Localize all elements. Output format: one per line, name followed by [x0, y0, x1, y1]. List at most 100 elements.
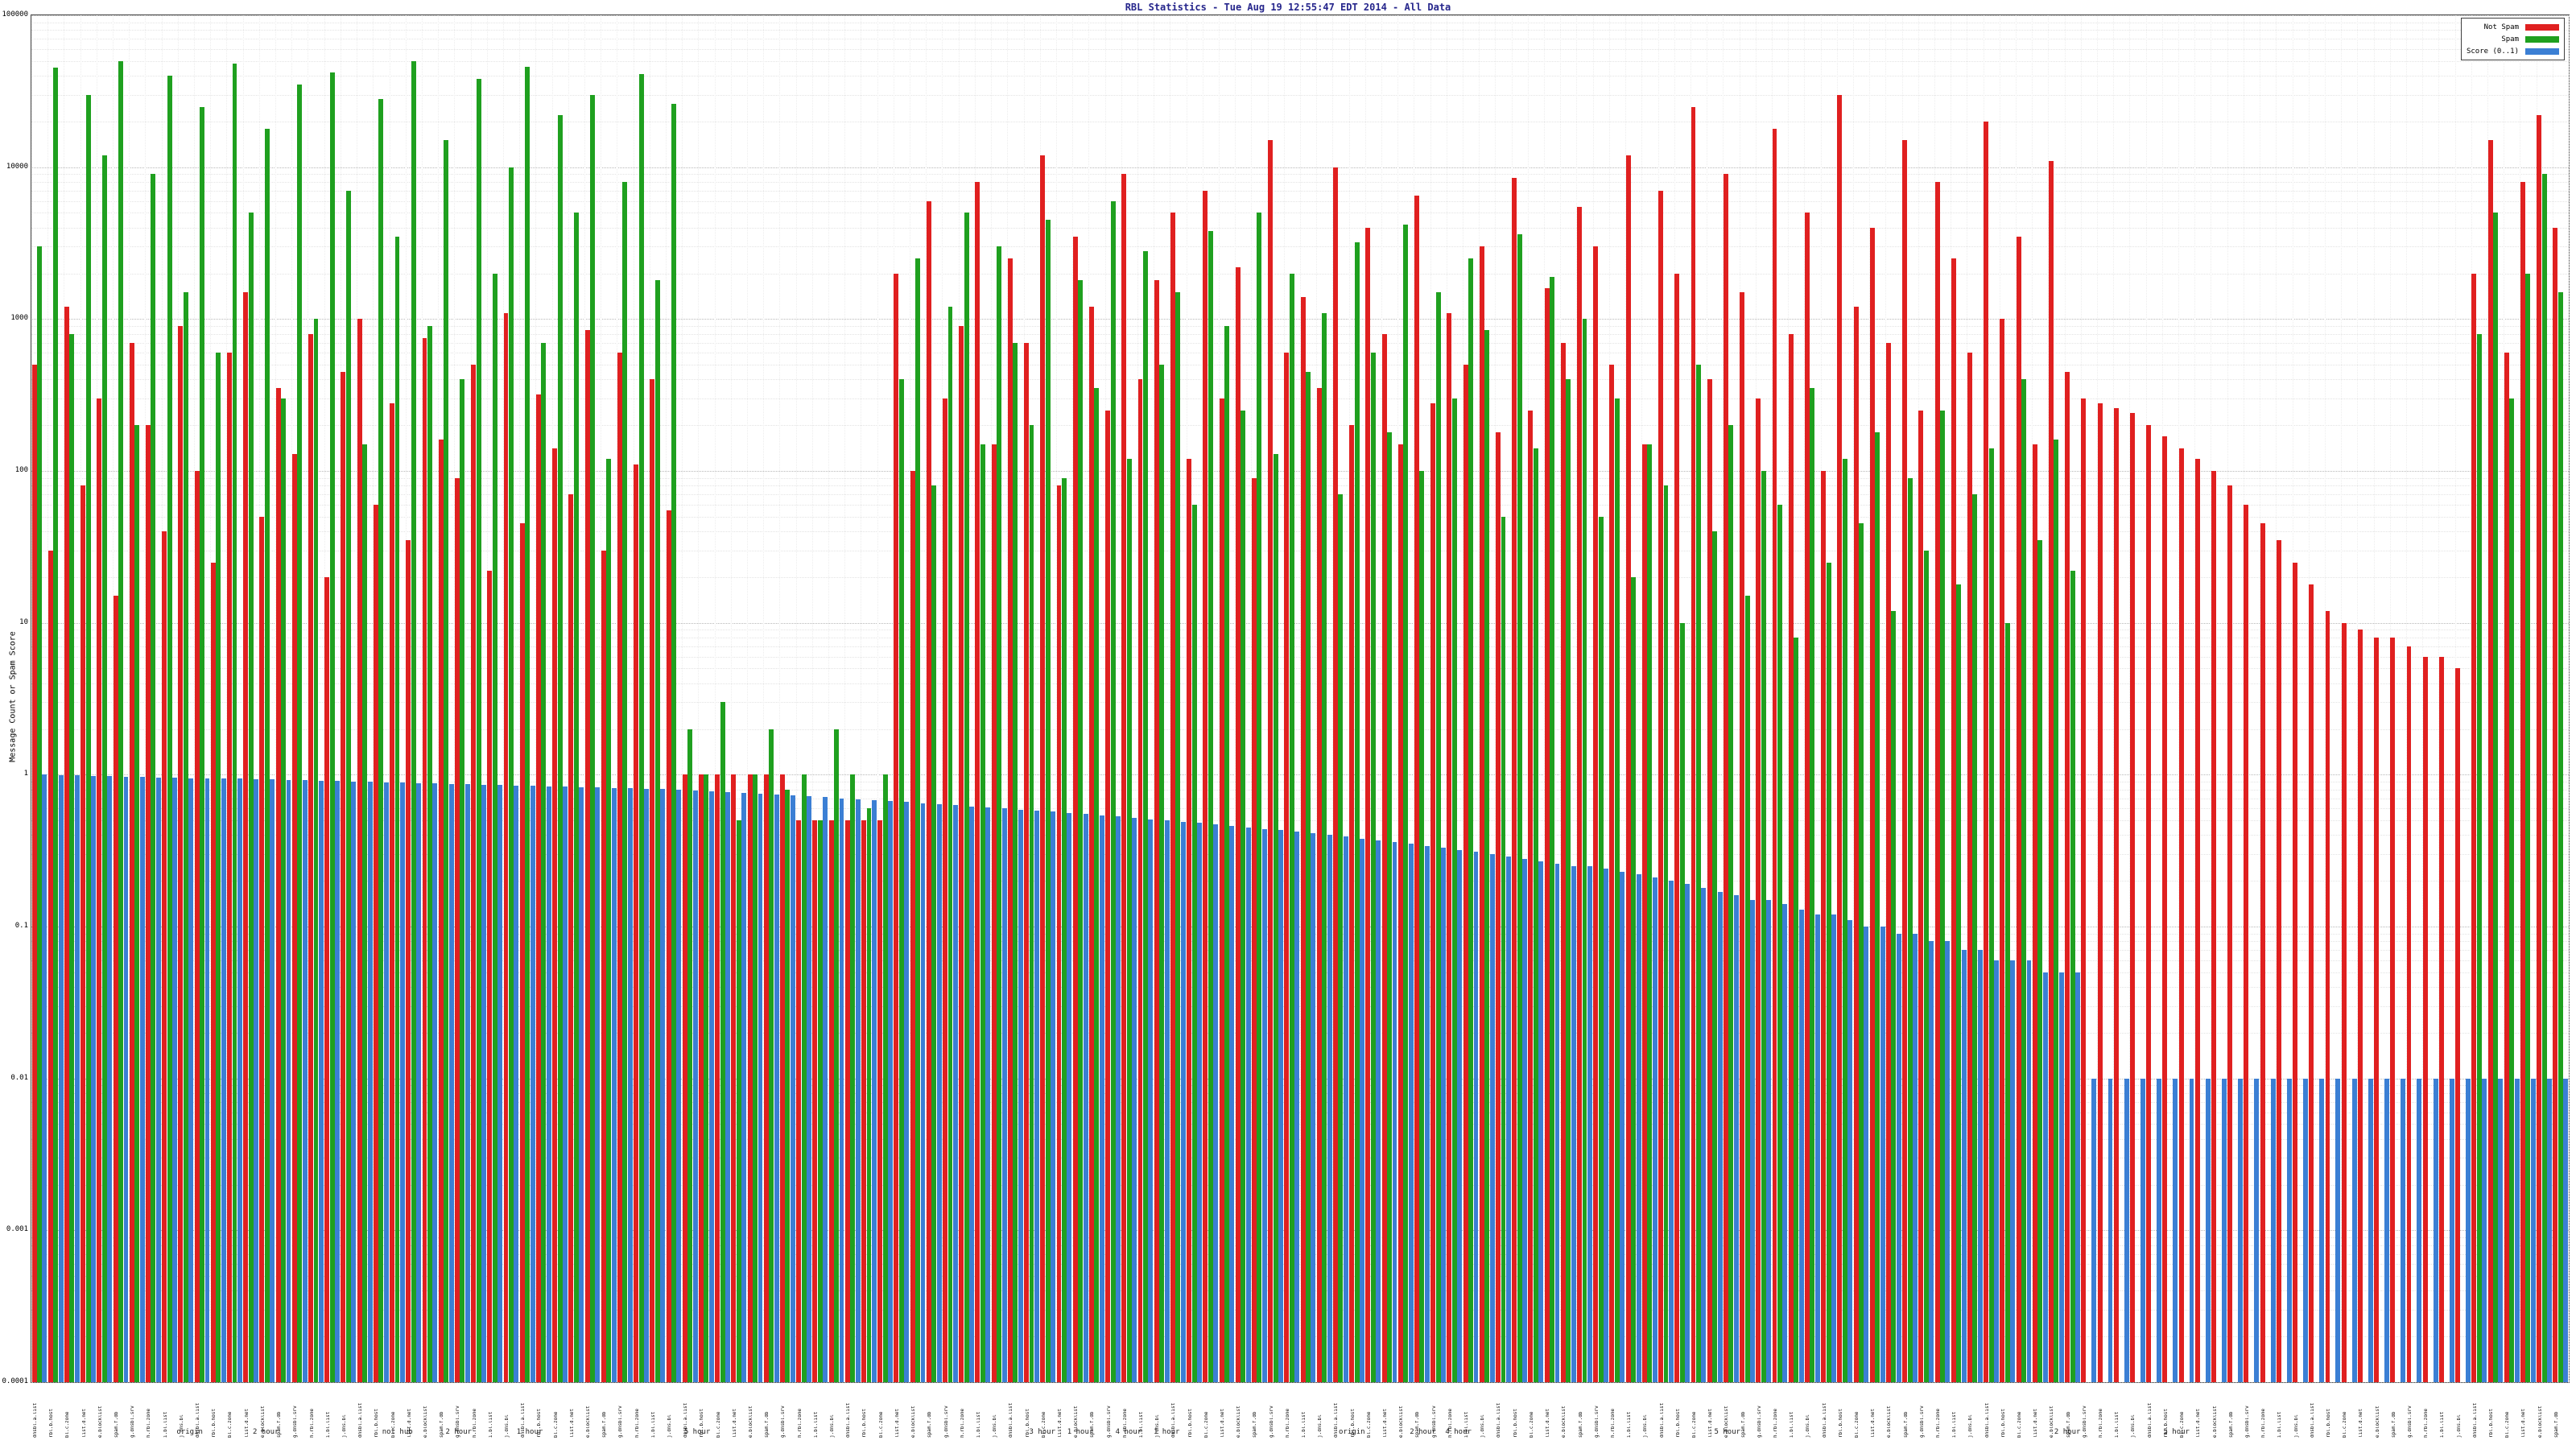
- bar-score-0-1-: [383, 782, 389, 1382]
- x-tick-label: h.rbl.zone: [147, 1408, 152, 1438]
- x-tick-label: rbl.b.host: [2000, 1408, 2006, 1438]
- bar-not-spam: [2406, 646, 2412, 1382]
- vertical-gridline: [1267, 15, 1269, 1382]
- vertical-gridline: [1332, 15, 1334, 1382]
- bar-not-spam: [861, 820, 866, 1382]
- bar-score-0-1-: [318, 781, 324, 1382]
- bar-spam: [1208, 230, 1213, 1382]
- bar-spam: [1956, 584, 1962, 1382]
- x-tick-label: list.d.net: [1220, 1408, 1225, 1438]
- x-tick-label: j.dns.bl: [341, 1414, 347, 1438]
- bar-spam: [1126, 459, 1132, 1382]
- x-tick-label: h.rbl.zone: [1936, 1408, 1942, 1438]
- vertical-gridline: [682, 15, 683, 1382]
- x-tick-label: rbl.b.host: [1675, 1408, 1681, 1438]
- x-tick-label: spam.f.db: [765, 1411, 770, 1438]
- bar-score-0-1-: [351, 781, 357, 1382]
- legend-swatch-score: [2525, 47, 2559, 55]
- x-tick-label: i.bl.list: [163, 1411, 168, 1438]
- bar-not-spam: [1040, 155, 1046, 1382]
- bar-not-spam: [877, 820, 883, 1382]
- x-tick-label: g.dnsbl.srv: [2082, 1406, 2087, 1438]
- vertical-gridline: [1527, 15, 1529, 1382]
- vertical-gridline: [1804, 15, 1806, 1382]
- bar-spam: [427, 325, 432, 1382]
- vertical-gridline: [568, 15, 569, 1382]
- vertical-gridline: [324, 15, 325, 1382]
- x-tick-label: list.d.net: [1383, 1408, 1389, 1438]
- vertical-gridline: [31, 15, 32, 1382]
- bar-score-0-1-: [1067, 812, 1072, 1382]
- vertical-gridline: [974, 15, 976, 1382]
- vertical-gridline: [1495, 15, 1496, 1382]
- bar-not-spam: [828, 820, 834, 1382]
- x-tick-label: list.d.net: [1546, 1408, 1551, 1438]
- vertical-gridline: [1055, 15, 1057, 1382]
- bar-score-0-1-: [237, 778, 242, 1382]
- vertical-gridline: [795, 15, 797, 1382]
- bar-not-spam: [2016, 236, 2021, 1382]
- x-tick-label: list.d.net: [569, 1408, 575, 1438]
- bar-spam: [1094, 388, 1100, 1382]
- bar-score-0-1-: [2482, 1078, 2487, 1382]
- bar-score-0-1-: [1245, 827, 1251, 1382]
- vertical-gridline: [1755, 15, 1757, 1382]
- bar-not-spam: [2325, 610, 2330, 1382]
- bar-not-spam: [1707, 379, 1712, 1382]
- bar-spam: [1923, 550, 1929, 1382]
- x-tick-label: spam.f.db: [1253, 1411, 1258, 1438]
- bar-score-0-1-: [1522, 858, 1528, 1382]
- vertical-gridline: [958, 15, 960, 1382]
- bar-score-0-1-: [2384, 1078, 2389, 1382]
- bar-not-spam: [959, 325, 964, 1382]
- bar-score-0-1-: [432, 782, 438, 1382]
- bar-not-spam: [1137, 379, 1143, 1382]
- vertical-gridline: [2032, 15, 2033, 1382]
- bar-spam: [1484, 329, 1490, 1382]
- x-tick-label: h.rbl.zone: [309, 1408, 315, 1438]
- bar-not-spam: [812, 820, 818, 1382]
- bar-not-spam: [454, 477, 460, 1382]
- bar-score-0-1-: [1668, 881, 1674, 1382]
- y-tick-label: 10000: [6, 162, 28, 171]
- bar-not-spam: [584, 329, 590, 1382]
- bar-score-0-1-: [1620, 871, 1625, 1382]
- bar-spam: [37, 246, 42, 1382]
- vertical-gridline: [210, 15, 212, 1382]
- bar-score-0-1-: [254, 779, 259, 1382]
- bar-not-spam: [1447, 312, 1452, 1382]
- bar-not-spam: [731, 774, 737, 1382]
- vertical-gridline: [1576, 15, 1578, 1382]
- bar-not-spam: [471, 365, 477, 1382]
- x-sublabel: 1 hour: [516, 1428, 543, 1436]
- bar-not-spam: [1869, 227, 1875, 1382]
- bar-not-spam: [210, 562, 216, 1382]
- bar-score-0-1-: [904, 802, 910, 1382]
- bar-score-0-1-: [1798, 909, 1804, 1382]
- bar-not-spam: [1284, 353, 1290, 1382]
- bar-spam: [1338, 494, 1344, 1382]
- bar-not-spam: [780, 774, 785, 1382]
- x-tick-label: i.bl.list: [1790, 1411, 1795, 1438]
- vertical-gridline: [1300, 15, 1301, 1382]
- vertical-gridline: [730, 15, 732, 1382]
- legend-label: Score (0..1): [2466, 47, 2519, 56]
- x-tick-label: spam.f.db: [1903, 1411, 1909, 1438]
- vertical-gridline: [421, 15, 423, 1382]
- bar-spam: [1940, 410, 1945, 1382]
- bar-score-0-1-: [985, 807, 991, 1382]
- bar-not-spam: [1203, 190, 1208, 1382]
- bar-spam: [151, 174, 156, 1382]
- bar-not-spam: [763, 774, 769, 1382]
- x-tick-label: g.dnsbl.srv: [1594, 1406, 1600, 1438]
- bar-not-spam: [129, 342, 134, 1382]
- bar-not-spam: [2130, 413, 2135, 1382]
- bar-score-0-1-: [627, 787, 633, 1382]
- x-tick-label: list.d.net: [2196, 1408, 2202, 1438]
- vertical-gridline: [1479, 15, 1480, 1382]
- bar-spam: [1468, 258, 1474, 1382]
- vertical-gridline: [1788, 15, 1790, 1382]
- bar-not-spam: [194, 471, 200, 1382]
- bar-score-0-1-: [91, 775, 97, 1382]
- bar-spam: [2525, 273, 2531, 1382]
